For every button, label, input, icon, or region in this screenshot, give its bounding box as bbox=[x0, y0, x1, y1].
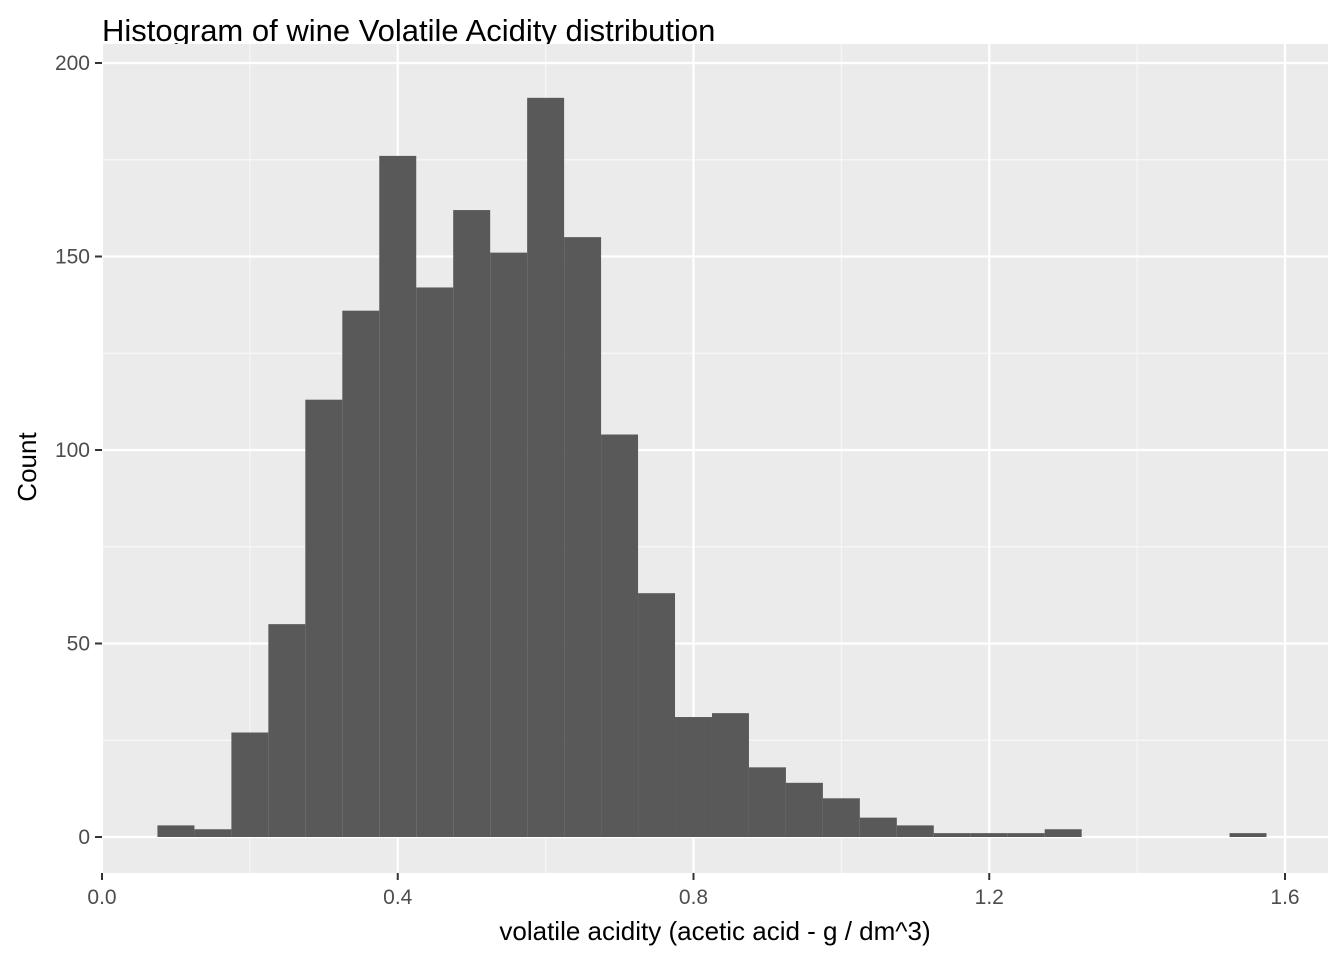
histogram-bar bbox=[416, 287, 454, 838]
histogram-bar bbox=[859, 817, 897, 837]
histogram-bar bbox=[933, 833, 971, 837]
y-tick-label: 150 bbox=[55, 246, 90, 269]
histogram-bar bbox=[711, 713, 749, 837]
histogram-bar bbox=[453, 210, 491, 837]
histogram-bar bbox=[490, 252, 528, 837]
histogram-bar bbox=[748, 767, 786, 837]
histogram-bar bbox=[1229, 833, 1267, 837]
histogram-bar bbox=[785, 782, 823, 837]
y-tick-label: 0 bbox=[78, 826, 90, 849]
histogram-bar bbox=[231, 732, 269, 837]
y-tick-label: 200 bbox=[55, 52, 90, 75]
histogram-bars bbox=[157, 97, 1267, 838]
x-tick-label: 0.8 bbox=[679, 886, 708, 909]
y-axis-title: Count bbox=[12, 432, 42, 502]
histogram-bar bbox=[1007, 833, 1045, 837]
histogram-bar bbox=[268, 624, 306, 837]
histogram-bar bbox=[342, 310, 380, 837]
histogram-bar bbox=[527, 97, 565, 837]
histogram-bar bbox=[601, 434, 639, 837]
histogram-bar bbox=[822, 798, 860, 837]
x-axis-title: volatile acidity (acetic acid - g / dm^3… bbox=[499, 916, 930, 946]
y-tick-label: 100 bbox=[55, 439, 90, 462]
x-tick-label: 1.6 bbox=[1270, 886, 1299, 909]
x-axis: 0.0 0.4 0.8 1.2 1.6 bbox=[87, 873, 1300, 909]
histogram-bar bbox=[157, 825, 195, 837]
x-tick-label: 0.4 bbox=[383, 886, 413, 909]
chart-title: Histogram of wine Volatile Acidity distr… bbox=[102, 13, 715, 48]
x-tick-label: 1.2 bbox=[975, 886, 1004, 909]
histogram-bar bbox=[896, 825, 934, 837]
histogram-bar bbox=[638, 593, 676, 837]
histogram-bar bbox=[675, 717, 712, 837]
histogram-bar bbox=[564, 237, 602, 837]
histogram-bar bbox=[1044, 829, 1082, 837]
histogram-bar bbox=[194, 829, 232, 837]
y-tick-label: 50 bbox=[67, 633, 90, 656]
y-axis: 0 50 100 150 200 bbox=[55, 52, 102, 849]
x-tick-label: 0.0 bbox=[87, 886, 116, 909]
histogram-bar bbox=[970, 833, 1008, 837]
histogram-bar bbox=[379, 155, 417, 837]
histogram-bar bbox=[305, 399, 343, 837]
